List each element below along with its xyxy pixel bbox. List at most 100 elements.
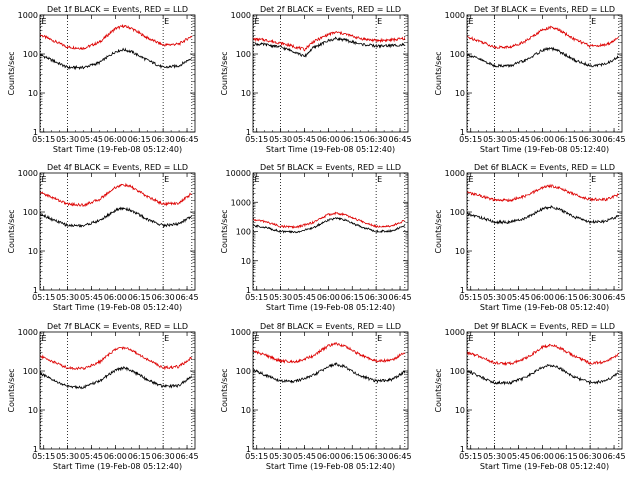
x-tick-label: 06:30 [579,293,602,302]
x-tick-label: 05:45 [80,135,103,144]
x-tick-label: 06:00 [104,135,127,144]
chart-title: Det 4f BLACK = Events, RED = LLD [47,163,188,172]
plot-frame [252,14,409,133]
plot-frame [252,331,409,450]
y-tick-label: 1000 [445,11,465,20]
x-tick-label: 05:45 [293,135,316,144]
lld-series-line [252,341,406,364]
chart-title: Det 7f BLACK = Events, RED = LLD [47,322,188,331]
lld-series-line [252,211,405,229]
x-tick-label: 05:30 [269,452,292,461]
x-tick-label: 06:30 [152,135,175,144]
y-tick-label: 1 [246,128,251,137]
events-series-line [466,204,620,225]
x-tick-label: 05:15 [245,452,268,461]
marker-label: E [469,175,474,184]
chart-panel-8: Det 8f BLACK = Events, RED = LLD Counts/s… [220,322,412,471]
events-series-line [39,206,192,229]
events-series-line [39,366,193,390]
x-tick-label: 05:45 [80,452,103,461]
x-tick-label: 06:15 [555,293,578,302]
x-tick-label: 06:00 [531,135,554,144]
plot-frame [466,331,623,450]
chart-panel-4: Det 4f BLACK = Events, RED = LLD Counts/s… [7,163,199,312]
lld-series-line [252,30,406,52]
chart-panel-7: Det 7f BLACK = Events, RED = LLD Counts/s… [7,322,199,471]
y-tick-label: 1 [460,286,465,295]
plot-frame [252,172,409,291]
x-tick-label: 06:30 [579,452,602,461]
x-tick-label: 06:15 [341,135,364,144]
x-tick-label: 06:15 [341,293,364,302]
y-tick-label: 1000 [18,169,38,178]
x-tick-label: 06:00 [531,293,554,302]
chart-title: Det 8f BLACK = Events, RED = LLD [260,322,401,331]
events-series-line [466,364,619,386]
x-tick-label: 06:00 [317,135,340,144]
y-tick-label: 1 [246,445,251,454]
y-tick-label: 100 [450,50,465,59]
x-tick-label: 06:45 [603,452,626,461]
y-tick-label: 10 [28,247,38,256]
x-tick-label: 06:45 [389,135,412,144]
y-axis-label: Counts/sec [7,368,16,412]
x-tick-label: 06:45 [389,293,412,302]
events-series-line [252,217,406,234]
x-tick-label: 06:30 [365,452,388,461]
x-axis-label: Start Time (19-Feb-08 05:12:40) [480,303,609,312]
x-tick-label: 05:45 [80,293,103,302]
marker-label: E [591,17,596,26]
x-tick-label: 06:00 [317,293,340,302]
x-tick-label: 06:00 [531,452,554,461]
chart-panel-5: Det 5f BLACK = Events, RED = LLD Counts/s… [220,163,412,312]
y-tick-label: 10 [241,406,251,415]
y-tick-label: 1 [460,128,465,137]
marker-label: E [42,334,47,343]
marker-label: E [591,175,596,184]
marker-label: E [164,17,169,26]
y-tick-label: 1000 [231,198,251,207]
events-series-line [39,47,192,71]
y-tick-label: 10 [241,89,251,98]
x-tick-label: 05:30 [483,135,506,144]
x-tick-label: 06:45 [176,293,199,302]
x-axis-label: Start Time (19-Feb-08 05:12:40) [266,145,395,154]
x-tick-label: 05:15 [459,293,482,302]
x-tick-label: 05:45 [507,293,530,302]
x-tick-label: 06:15 [341,452,364,461]
x-tick-label: 05:45 [507,135,530,144]
chart-panel-3: Det 3f BLACK = Events, RED = LLD Counts/s… [434,5,626,154]
marker-label: E [42,175,47,184]
x-tick-label: 05:30 [483,293,506,302]
marker-label: E [164,334,169,343]
x-tick-label: 05:15 [459,452,482,461]
y-tick-label: 10 [28,89,38,98]
y-tick-label: 10000 [226,169,251,178]
plot-frame [466,172,623,291]
events-series-line [466,46,619,69]
x-tick-label: 06:45 [176,135,199,144]
marker-label: E [164,175,169,184]
marker-label: E [255,334,260,343]
events-series-line [253,36,405,58]
chart-panel-9: Det 9f BLACK = Events, RED = LLD Counts/s… [434,322,626,471]
marker-label: E [377,175,382,184]
marker-label: E [591,334,596,343]
x-tick-label: 06:30 [365,293,388,302]
x-tick-label: 05:15 [245,293,268,302]
marker-label: E [42,17,47,26]
plot-frame [466,14,623,133]
y-tick-label: 1 [460,445,465,454]
x-tick-label: 06:45 [603,135,626,144]
y-axis-label: Counts/sec [220,51,229,95]
y-tick-label: 100 [236,228,251,237]
chart-title: Det 1f BLACK = Events, RED = LLD [47,5,188,14]
lld-series-line [39,23,193,51]
x-tick-label: 05:15 [459,135,482,144]
x-axis-label: Start Time (19-Feb-08 05:12:40) [266,462,395,471]
marker-label: E [377,17,382,26]
x-tick-label: 05:30 [56,135,79,144]
y-tick-label: 1000 [18,11,38,20]
chart-panel-2: Det 2f BLACK = Events, RED = LLD Counts/s… [220,5,412,154]
